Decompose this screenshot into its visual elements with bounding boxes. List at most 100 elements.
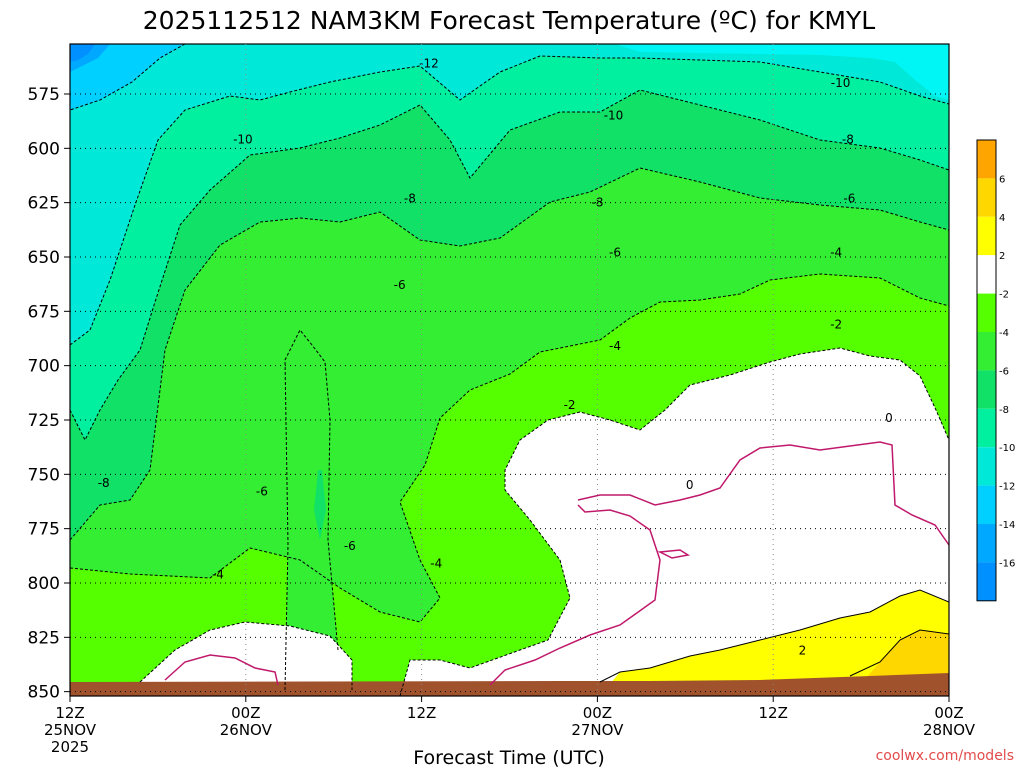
plot-area: -12 -10 -10 -10 -8 -8 -8 -8 -6 -6 -6 -6 -6 -4 -4 -4 -4 -2… [70,44,949,696]
contour-label: -8 [404,191,416,205]
band-colder-minus12 [70,44,185,110]
contour-label: -4 [609,339,621,353]
y-tick-label: 650 [28,248,60,268]
contour-minus6 [70,167,949,541]
x-tick-label: 26NOV [220,721,273,739]
contour-minus8 [70,89,949,442]
contour-label: -10 [604,109,624,123]
band-cold-tongue [285,330,338,690]
contour-0-lobe [489,504,661,686]
plot-frame [69,43,950,697]
y-tick-label: 625 [28,194,60,214]
contour-label: 0 [885,411,893,425]
colorbar-swatch [977,485,996,524]
band-colder-minus16 [70,44,95,62]
band-minus2 [400,348,949,696]
contour-label: -6 [394,278,406,292]
contour-label: -10 [831,76,851,90]
contour-2 [599,589,949,683]
colorbar-swatch [977,408,996,448]
freezing-line [164,441,949,686]
x-tick-label: 25NOV [44,721,97,739]
contour-label: -10 [233,133,253,147]
contour-label: -6 [843,191,855,205]
y-axis: 575 600 625 650 675 700 725 750 775 800 825 850 [28,85,70,703]
colorbar-swatch [977,562,996,601]
credit-text: coolwx.com/models [876,748,1014,764]
colorbar-swatch [977,293,996,332]
y-tick-label: 750 [28,465,60,485]
y-tick-label: 850 [28,683,60,703]
colorbar-label: -10 [999,443,1015,454]
colorbar-label: -6 [999,366,1009,377]
contour-minus6-tongue [284,329,339,691]
x-tick-label: 00Z [934,704,963,722]
x-tick-label: 2025 [51,738,89,756]
contour-minus2-left [139,621,353,690]
contour-label: -4 [430,556,442,570]
colorbar-swatch [977,255,996,294]
contour-label: -8 [98,476,110,490]
colorbar-label: 4 [999,213,1005,224]
colorbar-label: -14 [999,520,1015,531]
contour-labels: -12 -10 -10 -10 -8 -8 -8 -8 -6 -6 -6 -6 -6 -4 -4 -4 -4 -2… [98,57,893,658]
colorbar-frame [976,139,997,602]
contour-minus12 [70,44,186,111]
colorbar-swatch [977,178,996,217]
x-tick-label: 00Z [583,704,612,722]
y-tick-label: 800 [28,574,60,594]
colorbar: 6 4 2 -2 -4 -6 -8 -10 -12 -14 -16 [976,139,1015,602]
band-2 [600,590,949,696]
colorbar-swatch [977,332,996,371]
colorbar-label: -16 [999,558,1015,569]
x-tick-label: 00Z [231,704,260,722]
colorbar-swatch [977,524,996,563]
x-axis-label: Forecast Time (UTC) [413,747,604,768]
y-tick-label: 600 [28,139,60,159]
colorbar-label: 2 [999,251,1005,262]
colorbar-label: -12 [999,482,1015,493]
y-tick-label: 725 [28,411,60,431]
colorbar-label: -8 [999,405,1009,416]
colorbar-label: 6 [999,174,1005,185]
chart-title: 2025112512 NAM3KM Forecast Temperature (… [143,6,875,35]
y-tick-label: 775 [28,520,60,540]
contour-label: -8 [591,196,603,210]
contour-label: 0 [686,478,694,492]
contour-0-left [164,654,279,686]
contour-label: -4 [212,567,224,581]
ground [70,673,949,696]
contour-label: -4 [830,246,842,260]
contour-label: -12 [419,57,439,71]
colorbar-swatch [977,370,996,409]
contour-0-small [657,549,691,559]
y-tick-label: 825 [28,628,60,648]
contour-label: -2 [830,317,842,331]
colorbar-swatch [977,216,996,256]
contour-4 [849,629,949,677]
contour-label: -6 [344,539,356,553]
contour-label: -8 [842,133,854,147]
colorbar-label: -2 [999,290,1009,301]
temperature-bands [70,44,949,696]
contour-0-main [577,441,949,546]
x-tick-label: 12Z [759,704,788,722]
x-tick-label: 28NOV [923,721,976,739]
colorbar-swatch [977,140,996,179]
band-cold-tongue-inner [314,470,326,540]
contour-label: 2 [799,643,807,657]
x-tick-label: 12Z [407,704,436,722]
band-top-right-cold [615,44,949,100]
contour-label: -2 [564,398,576,412]
x-tick-label: 12Z [55,704,84,722]
x-tick-label: 27NOV [571,721,624,739]
contour-label: -6 [609,246,621,260]
grid-lines [70,44,949,696]
contour-lines [70,44,949,696]
contour-solid-lines [599,589,949,683]
contour-minus2 [399,347,949,696]
colorbar-swatch [977,447,996,486]
contour-label: -6 [256,485,268,499]
